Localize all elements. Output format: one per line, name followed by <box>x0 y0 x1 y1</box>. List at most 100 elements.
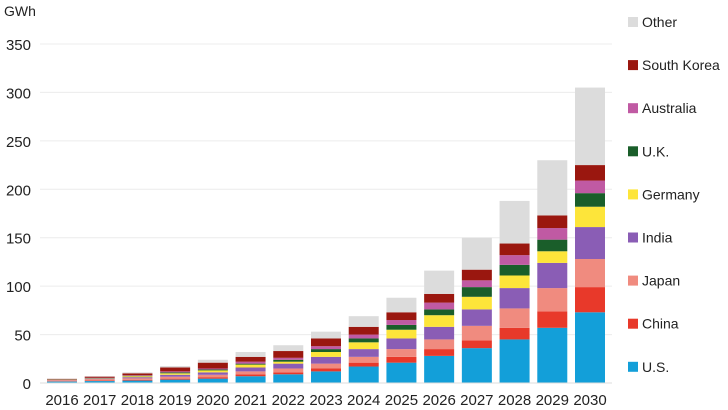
bar-segment-south-korea-2029 <box>537 215 568 229</box>
y-tick-label: 150 <box>6 231 31 248</box>
bar-segment-u-k--2020 <box>197 369 228 371</box>
bar-segment-u-k--2019 <box>160 372 191 374</box>
bar-segment-other-2022 <box>273 345 304 352</box>
bar-segment-u-s--2016 <box>47 381 77 383</box>
bar-segment-south-korea-2026 <box>424 293 455 303</box>
bar-segment-china-2028 <box>499 327 530 340</box>
legend-item: Japan <box>628 273 680 289</box>
bar-segment-japan-2018 <box>122 378 153 380</box>
bar-segment-south-korea-2021 <box>235 356 266 362</box>
bar-segment-germany-2028 <box>499 275 530 289</box>
bar-segment-u-k--2025 <box>386 324 417 330</box>
bar-segment-u-k--2021 <box>235 363 266 365</box>
bar-segment-china-2026 <box>424 349 455 356</box>
bar-segment-japan-2026 <box>424 339 455 350</box>
bar-segment-u-s--2017 <box>84 381 115 383</box>
bar-segment-india-2026 <box>424 326 455 340</box>
y-tick-label: 300 <box>6 85 31 102</box>
x-tick-label: 2016 <box>45 392 78 409</box>
bar-segment-u-s--2026 <box>424 355 455 383</box>
x-tick-label: 2024 <box>347 392 380 409</box>
bar-segment-u-s--2023 <box>311 371 341 383</box>
bar-segment-other-2028 <box>499 200 530 244</box>
bar-segment-india-2019 <box>160 374 191 377</box>
bar-segment-south-korea-2018 <box>122 373 153 376</box>
bar-segment-south-korea-2020 <box>197 362 228 369</box>
bar-segment-germany-2030 <box>575 206 605 228</box>
bar-segment-u-k--2029 <box>537 239 568 252</box>
legend-swatch <box>628 60 638 71</box>
bar-segment-china-2027 <box>461 340 492 349</box>
bar-segment-u-s--2018 <box>122 380 153 383</box>
legend-item: Other <box>628 14 677 30</box>
bar-segment-u-s--2024 <box>348 366 379 383</box>
y-axis-unit: GWh <box>4 3 36 19</box>
bar-segment-india-2027 <box>461 309 492 326</box>
bar-segment-china-2019 <box>160 378 191 380</box>
bar-segment-china-2023 <box>311 368 341 372</box>
bar-segment-u-s--2021 <box>235 376 266 383</box>
bar-segment-other-2030 <box>575 87 605 166</box>
legend-item: South Korea <box>628 57 720 73</box>
legend-item: Germany <box>628 186 700 202</box>
bar-segment-other-2019 <box>160 366 191 368</box>
bar-segment-australia-2024 <box>348 334 379 339</box>
bar-segment-china-2021 <box>235 374 266 377</box>
legend-swatch <box>628 189 638 200</box>
legend-item: India <box>628 230 673 246</box>
x-tick-label: 2030 <box>573 392 606 409</box>
bar-segment-australia-2030 <box>575 180 605 194</box>
bar-segment-u-s--2028 <box>499 339 530 383</box>
bar-segment-china-2025 <box>386 356 417 363</box>
bar-segment-japan-2016 <box>47 380 77 382</box>
bar-segment-china-2020 <box>197 377 228 379</box>
bar-segment-japan-2025 <box>386 349 417 357</box>
bar-segment-australia-2029 <box>537 228 568 240</box>
x-tick-label: 2017 <box>83 392 116 409</box>
y-tick-label: 100 <box>6 279 31 296</box>
x-tick-label: 2026 <box>422 392 455 409</box>
bar-segment-germany-2019 <box>160 373 191 375</box>
bar-segment-china-2018 <box>122 379 153 381</box>
legend-label: Germany <box>642 186 700 202</box>
bar-segment-other-2021 <box>235 352 266 357</box>
bar-segment-china-2024 <box>348 362 379 367</box>
bar-segment-india-2023 <box>311 356 341 364</box>
bar-segment-south-korea-2024 <box>348 326 379 335</box>
bar-segment-germany-2022 <box>273 361 304 364</box>
legend-label: Other <box>642 14 677 30</box>
bar-segment-other-2024 <box>348 316 379 327</box>
legend-label: U.S. <box>642 359 669 375</box>
gridlines <box>40 43 612 336</box>
bar-segment-india-2021 <box>235 367 266 372</box>
bar-segment-japan-2019 <box>160 376 191 379</box>
bar-segment-other-2023 <box>311 331 341 339</box>
bar-segment-u-s--2022 <box>273 374 304 383</box>
bar-segment-india-2029 <box>537 262 568 289</box>
bar-segment-india-2022 <box>273 363 304 369</box>
bar-segment-india-2028 <box>499 288 530 309</box>
legend-item: U.S. <box>628 359 669 375</box>
x-tick-label: 2028 <box>498 392 531 409</box>
bar-segment-japan-2022 <box>273 368 304 373</box>
bar-segment-u-s--2029 <box>537 327 568 383</box>
bar-segment-germany-2027 <box>461 296 492 310</box>
legend-swatch <box>628 146 638 157</box>
x-tick-label: 2020 <box>196 392 229 409</box>
bar-segment-germany-2018 <box>122 376 153 378</box>
bar-segment-japan-2029 <box>537 288 568 312</box>
bar-segment-australia-2023 <box>311 346 341 350</box>
bar-segment-other-2020 <box>197 359 228 363</box>
bar-segment-japan-2023 <box>311 363 341 369</box>
bar-segment-germany-2029 <box>537 251 568 263</box>
bar-segment-south-korea-2027 <box>461 269 492 281</box>
bar-segment-germany-2026 <box>424 315 455 327</box>
bar-segment-south-korea-2028 <box>499 243 530 256</box>
bar-segment-other-2029 <box>537 160 568 216</box>
bar-segment-australia-2021 <box>235 361 266 364</box>
x-tick-label: 2019 <box>158 392 191 409</box>
legend-swatch <box>628 275 638 286</box>
bars <box>47 87 605 383</box>
bar-segment-u-s--2030 <box>575 312 605 383</box>
